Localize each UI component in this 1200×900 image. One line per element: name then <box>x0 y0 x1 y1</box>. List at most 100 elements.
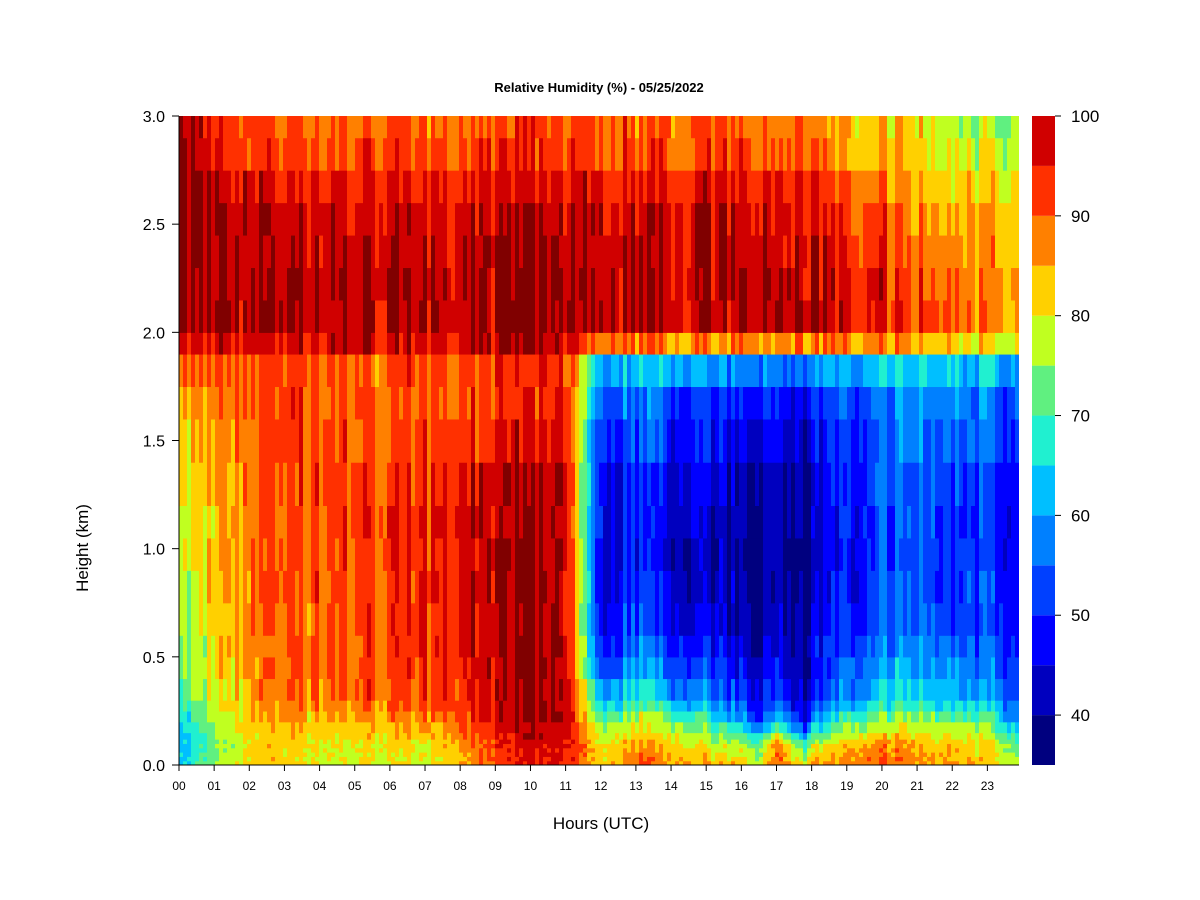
heatmap-cell <box>843 332 848 355</box>
heatmap-cell <box>619 137 624 171</box>
heatmap-cell <box>635 386 640 420</box>
heatmap-cell <box>511 678 516 701</box>
heatmap-cell <box>595 234 600 269</box>
heatmap-cell <box>219 353 224 388</box>
heatmap-cell <box>803 710 808 723</box>
heatmap-cell <box>355 386 360 420</box>
heatmap-cell <box>743 752 748 757</box>
heatmap-cell <box>603 299 608 333</box>
heatmap-cell <box>563 602 568 636</box>
heatmap-cell <box>435 116 440 139</box>
heatmap-cell <box>235 234 240 269</box>
heatmap-cell <box>351 116 356 139</box>
heatmap-cell <box>391 747 396 753</box>
heatmap-cell <box>847 234 852 269</box>
heatmap-cell <box>455 570 460 604</box>
heatmap-cell <box>667 116 672 139</box>
heatmap-cell <box>711 732 716 740</box>
heatmap-cell <box>407 386 412 420</box>
heatmap-cell <box>767 537 772 571</box>
heatmap-cell <box>455 732 460 740</box>
heatmap-cell <box>567 137 572 171</box>
heatmap-cell <box>571 353 576 388</box>
heatmap-cell <box>703 137 708 171</box>
heatmap-cell <box>563 678 568 701</box>
heatmap-cell <box>839 732 844 740</box>
heatmap-cell <box>263 756 268 762</box>
heatmap-cell <box>819 267 824 301</box>
heatmap-cell <box>651 710 656 723</box>
heatmap-cell <box>411 678 416 701</box>
heatmap-cell <box>847 760 852 765</box>
heatmap-cell <box>227 267 232 301</box>
heatmap-cell <box>363 602 368 636</box>
heatmap-cell <box>331 299 336 333</box>
heatmap-cell <box>675 418 680 463</box>
heatmap-cell <box>255 537 260 571</box>
heatmap-cell <box>451 656 456 680</box>
heatmap-cell <box>435 747 440 753</box>
heatmap-cell <box>507 656 512 680</box>
heatmap-cell <box>511 386 516 420</box>
heatmap-cell <box>459 353 464 388</box>
heatmap-cell <box>371 537 376 571</box>
heatmap-cell <box>475 202 480 236</box>
heatmap-cell <box>267 116 272 139</box>
heatmap-cell <box>583 332 588 355</box>
heatmap-cell <box>699 752 704 757</box>
heatmap-cell <box>655 739 660 744</box>
heatmap-cell <box>855 537 860 571</box>
heatmap-cell <box>779 635 784 658</box>
heatmap-cell <box>387 570 392 604</box>
heatmap-cell <box>491 202 496 236</box>
heatmap-cell <box>483 462 488 506</box>
heatmap-cell <box>643 700 648 712</box>
heatmap-cell <box>663 656 668 680</box>
heatmap-cell <box>383 602 388 636</box>
heatmap-cell <box>759 760 764 765</box>
heatmap-cell <box>419 462 424 506</box>
heatmap-cell <box>283 299 288 333</box>
heatmap-cell <box>691 234 696 269</box>
heatmap-cell <box>771 234 776 269</box>
heatmap-cell <box>511 635 516 658</box>
heatmap-cell <box>839 760 844 765</box>
heatmap-cell <box>179 570 184 604</box>
heatmap-cell <box>315 752 320 757</box>
heatmap-cell <box>719 505 724 539</box>
heatmap-cell <box>503 234 508 269</box>
heatmap-cell <box>491 743 496 749</box>
heatmap-cell <box>827 267 832 301</box>
heatmap-cell <box>779 747 784 753</box>
heatmap-cell <box>711 721 716 734</box>
heatmap-cell <box>187 743 192 749</box>
heatmap-cell <box>675 739 680 744</box>
heatmap-cell <box>543 739 548 744</box>
heatmap-cell <box>831 505 836 539</box>
heatmap-cell <box>827 700 832 712</box>
heatmap-cell <box>443 602 448 636</box>
heatmap-cell <box>327 462 332 506</box>
heatmap-cell <box>595 299 600 333</box>
heatmap-cell <box>711 739 716 744</box>
heatmap-cell <box>423 462 428 506</box>
heatmap-cell <box>559 739 564 744</box>
heatmap-cell <box>667 267 672 301</box>
heatmap-cell <box>567 170 572 204</box>
heatmap-cell <box>795 756 800 762</box>
heatmap-cell <box>423 505 428 539</box>
heatmap-cell <box>767 739 772 744</box>
heatmap-cell <box>835 137 840 171</box>
heatmap-cell <box>459 752 464 757</box>
heatmap-cell <box>199 570 204 604</box>
heatmap-cell <box>371 332 376 355</box>
heatmap-cell <box>767 202 772 236</box>
heatmap-cell <box>643 353 648 388</box>
heatmap-cell <box>343 537 348 571</box>
heatmap-cell <box>195 721 200 734</box>
heatmap-cell <box>199 202 204 236</box>
heatmap-cell <box>795 332 800 355</box>
heatmap-cell <box>387 760 392 765</box>
heatmap-cell <box>511 700 516 712</box>
heatmap-cell <box>775 739 780 744</box>
